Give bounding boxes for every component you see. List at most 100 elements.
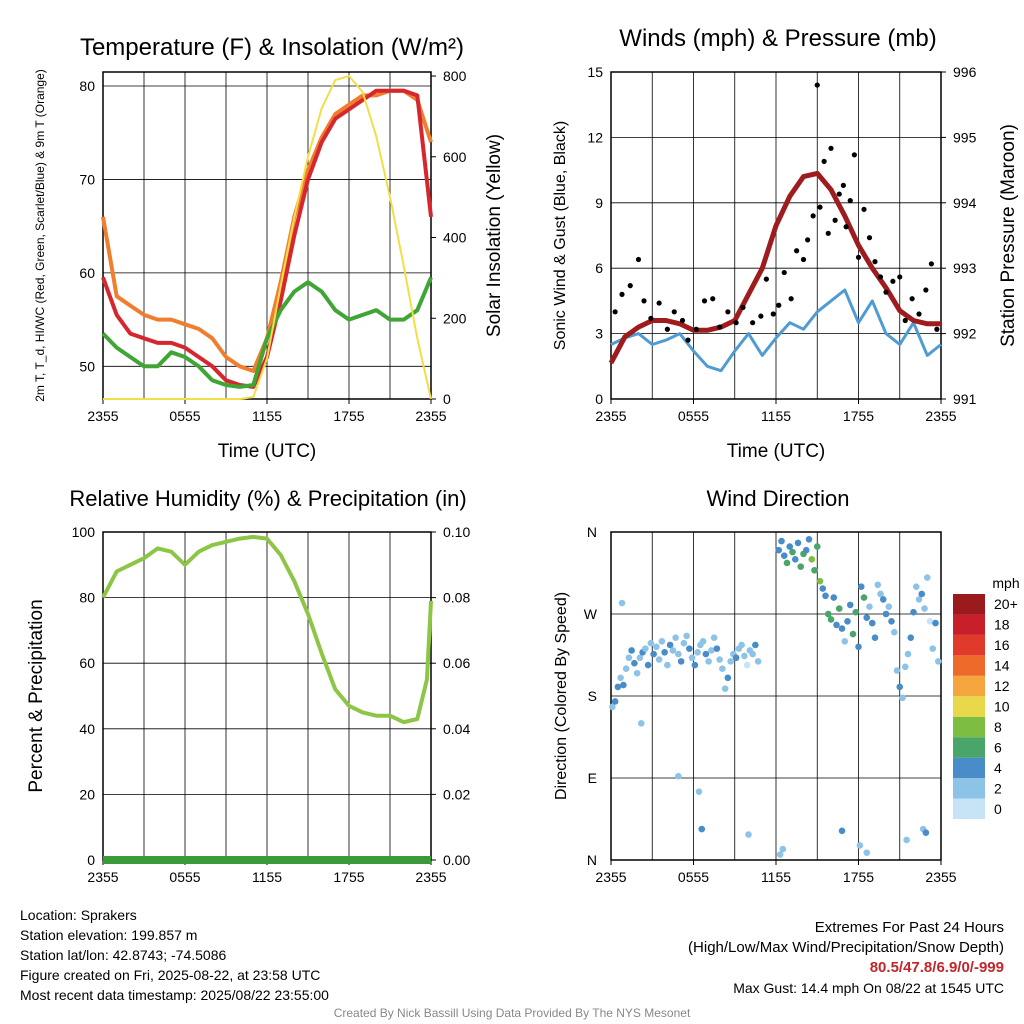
x-tick-label: 1755 — [843, 869, 874, 885]
direction-point — [816, 577, 824, 585]
credit-text: Created By Nick Bassill Using Data Provi… — [333, 1006, 691, 1020]
gust-point — [872, 259, 878, 265]
direction-point — [666, 641, 674, 649]
direction-point — [754, 658, 762, 665]
legend-label: 16 — [994, 637, 1010, 653]
direction-point — [863, 849, 871, 857]
direction-point — [811, 566, 818, 574]
direction-point — [824, 610, 832, 618]
y2-tick-label: 0.02 — [443, 786, 470, 802]
gust-point — [671, 309, 677, 315]
direction-point — [877, 590, 884, 598]
chart-title: Relative Humidity (%) & Precipitation (i… — [69, 486, 466, 511]
y-axis-label: 2m T, T_d, HI/WC (Red, Green, Scarlet/Bl… — [33, 69, 47, 402]
direction-point — [688, 654, 696, 662]
direction-point — [926, 617, 934, 625]
y-axis-label: Sonic Wind & Gust (Blue, Black) — [552, 121, 569, 350]
legend-swatch — [953, 737, 985, 758]
gust-point — [861, 206, 867, 212]
created-text: Figure created on Fri, 2025-08-22, at 23… — [20, 967, 321, 983]
gust-point — [817, 204, 823, 210]
temp-series-4 — [103, 75, 432, 400]
x-tick-label: 0555 — [678, 408, 709, 424]
gust-point — [612, 309, 618, 315]
y2-tick-label: 0 — [443, 391, 451, 407]
gust-point — [866, 235, 873, 241]
direction-point — [727, 658, 734, 665]
direction-point — [780, 552, 788, 559]
direction-point — [631, 659, 638, 667]
gust-point — [664, 326, 670, 332]
chart-title: Wind Direction — [706, 486, 849, 511]
legend-label: 2 — [994, 780, 1002, 796]
gust-point — [763, 276, 769, 282]
sonic-wind-line — [610, 288, 942, 373]
direction-point — [675, 650, 682, 658]
gust-point — [814, 82, 820, 88]
direction-point — [904, 650, 912, 658]
gust-point — [828, 145, 834, 151]
direction-point — [903, 836, 910, 844]
direction-point — [901, 663, 909, 671]
direction-point — [866, 603, 873, 611]
direction-point — [636, 654, 644, 662]
legend-swatch — [953, 675, 985, 697]
direction-point — [912, 583, 920, 590]
pressure-line — [608, 170, 941, 365]
direction-point — [888, 617, 895, 625]
direction-point — [910, 608, 917, 616]
legend-swatch — [953, 716, 985, 738]
direction-point — [833, 621, 840, 629]
direction-point — [922, 829, 930, 836]
direction-point — [617, 674, 624, 682]
direction-point — [658, 638, 666, 645]
gust-point — [794, 248, 800, 254]
x-tick-label: 1155 — [761, 869, 791, 885]
y-tick-label: N — [587, 524, 597, 540]
direction-point — [923, 574, 931, 581]
direction-point — [805, 535, 813, 543]
direction-point — [874, 581, 882, 589]
direction-point — [611, 698, 619, 705]
x-tick-label: 2355 — [415, 869, 446, 885]
direction-point — [934, 658, 942, 665]
gust-point — [627, 283, 633, 289]
y-tick-label: 80 — [79, 78, 95, 94]
y-tick-label: S — [588, 688, 597, 704]
y2-tick-label: 0.04 — [443, 721, 470, 737]
gust-point — [635, 256, 642, 263]
direction-point — [852, 608, 860, 616]
gust-point — [928, 261, 934, 267]
gust-point — [883, 289, 889, 295]
y-tick-label: 0 — [595, 391, 603, 407]
direction-point — [868, 619, 876, 627]
direction-point — [882, 610, 890, 618]
direction-point — [791, 556, 799, 563]
direction-point — [683, 632, 690, 640]
gust-point — [836, 191, 842, 197]
direction-point — [915, 596, 923, 603]
extremes-title: Extremes For Past 24 Hours — [814, 919, 1004, 936]
direction-point — [672, 634, 679, 641]
gust-point — [770, 311, 776, 317]
y-tick-label: 15 — [587, 64, 603, 80]
extremes-info: Extremes For Past 24 Hours (High/Low/Max… — [688, 918, 1004, 998]
direction-point — [844, 617, 851, 625]
direction-point — [786, 543, 794, 550]
y2-axis-label: Station Pressure (Maroon) — [998, 124, 1019, 347]
direction-point — [822, 592, 829, 600]
direction-point — [664, 661, 671, 669]
y2-tick-label: 400 — [443, 230, 467, 246]
direction-point — [819, 585, 827, 592]
direction-point — [802, 546, 810, 554]
x-tick-label: 1755 — [843, 408, 874, 424]
direction-point — [669, 647, 677, 654]
gust-point — [897, 274, 903, 280]
direction-point — [732, 654, 740, 662]
x-axis-label: Time (UTC) — [218, 441, 317, 462]
direction-point — [644, 661, 652, 669]
gust-point — [843, 224, 849, 230]
location-text: Location: Sprakers — [20, 907, 137, 923]
direction-point — [620, 681, 627, 689]
direction-point — [710, 634, 718, 641]
